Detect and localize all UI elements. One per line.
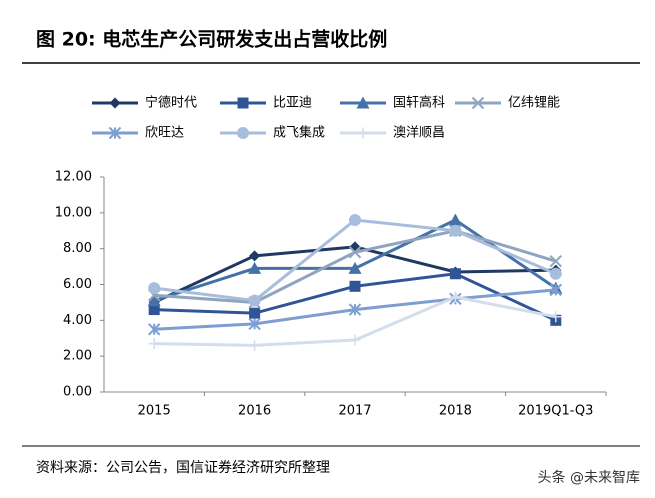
marker	[357, 127, 369, 139]
marker	[348, 303, 362, 316]
y-tick-label: 4.00	[63, 313, 92, 328]
marker	[448, 213, 462, 226]
marker	[449, 291, 461, 303]
legend-label: 成飞集成	[273, 125, 325, 141]
marker	[471, 96, 485, 110]
legend-label: 国轩高科	[393, 95, 445, 111]
marker	[148, 338, 160, 350]
legend-label: 澳洋顺昌	[393, 125, 445, 141]
marker	[249, 250, 261, 262]
marker	[147, 323, 161, 336]
marker	[349, 280, 361, 292]
marker	[237, 97, 249, 109]
marker	[348, 261, 362, 274]
watermark: 头条 @未来智库	[538, 469, 640, 486]
marker	[349, 214, 361, 226]
marker	[109, 97, 121, 109]
marker	[108, 126, 122, 140]
chart-title: 图 20: 电芯生产公司研发支出占营收比例	[36, 28, 387, 51]
legend-label: 欣旺达	[145, 126, 184, 141]
marker	[147, 294, 161, 307]
x-tick-label: 2015	[138, 404, 171, 419]
source: 资料来源：公司公告，国信证券经济研究所整理	[36, 460, 330, 476]
marker	[237, 127, 249, 139]
legend-label: 亿纬锂能	[508, 96, 560, 111]
y-tick-label: 6.00	[63, 277, 92, 292]
y-tick-label: 8.00	[63, 241, 92, 256]
x-tick-label: 2017	[338, 404, 371, 419]
x-tick-label: 2016	[238, 404, 271, 419]
x-tick-label: 2018	[439, 404, 472, 419]
marker	[249, 339, 261, 351]
y-tick-label: 2.00	[63, 349, 92, 364]
legend-label: 宁德时代	[145, 95, 197, 111]
y-tick-label: 10.00	[55, 205, 92, 220]
marker	[348, 246, 362, 259]
marker	[148, 282, 161, 295]
marker	[148, 304, 160, 316]
marker	[248, 317, 261, 331]
marker	[449, 224, 462, 237]
marker	[356, 96, 370, 109]
legend-label: 比亚迪	[273, 96, 312, 111]
marker	[349, 334, 361, 346]
marker	[549, 267, 562, 280]
marker	[549, 283, 563, 297]
marker	[249, 307, 261, 319]
marker	[550, 311, 562, 323]
marker	[449, 268, 461, 280]
y-tick-label: 0.00	[63, 385, 92, 400]
marker	[248, 261, 262, 274]
y-tick-label: 12.00	[55, 170, 92, 185]
marker	[549, 255, 563, 268]
x-tick-label: 2019Q1-Q3	[518, 404, 593, 419]
marker	[248, 294, 261, 307]
